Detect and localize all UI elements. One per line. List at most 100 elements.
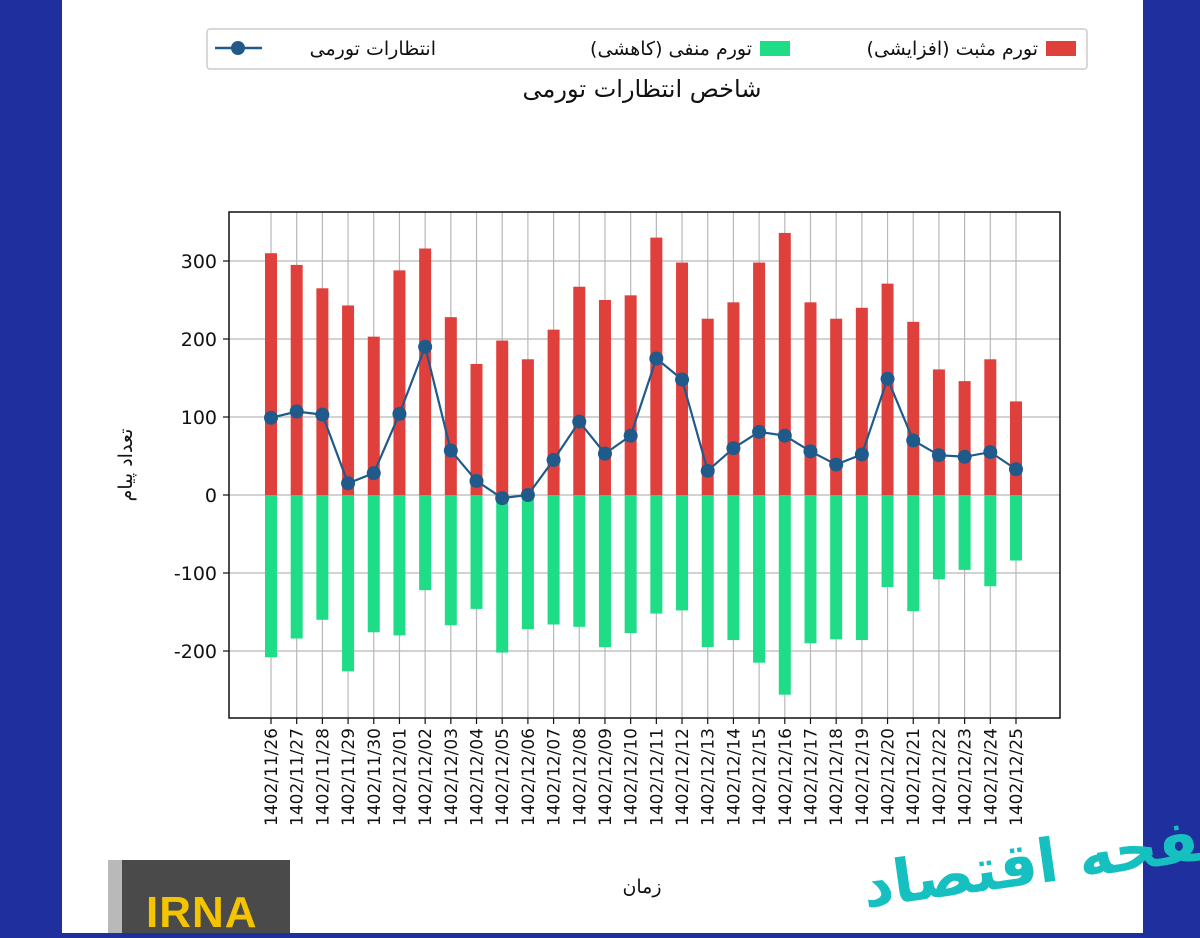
bar-positive: [701, 318, 714, 495]
bar-negative: [367, 495, 380, 633]
expectation-point: [829, 457, 844, 472]
bar-positive: [316, 288, 329, 495]
expectation-point: [597, 446, 612, 461]
bar-negative: [419, 495, 432, 591]
expectation-point: [315, 407, 330, 422]
x-tick-label: 1402/12/07: [545, 728, 565, 826]
bar-negative: [444, 495, 457, 626]
expectation-point: [264, 410, 278, 425]
expectation-point: [803, 444, 818, 459]
bar-positive: [804, 302, 817, 495]
bar-negative: [1010, 495, 1022, 561]
expectation-point: [880, 371, 895, 386]
expectation-point: [623, 428, 638, 443]
y-tick-label: -100: [174, 563, 217, 585]
legend-swatch-negative: [760, 41, 790, 56]
y-axis-ticks: -200 -100 0 100 200 300: [174, 251, 229, 663]
expectation-point: [546, 452, 561, 467]
x-tick-label: 1402/12/01: [390, 728, 410, 826]
expectation-point: [675, 372, 690, 387]
y-tick-label: 100: [181, 407, 217, 429]
expectation-point: [777, 428, 792, 443]
bar-positive: [830, 318, 843, 495]
bar-negative: [265, 495, 277, 658]
expectation-point: [752, 424, 767, 439]
bar-positive: [367, 336, 380, 495]
bar-negative: [496, 495, 509, 653]
x-tick-label: 1402/12/06: [519, 728, 539, 826]
bar-negative: [573, 495, 586, 627]
expectation-point: [341, 476, 356, 491]
bar-positive: [778, 232, 791, 496]
bar-positive: [573, 286, 586, 495]
bar-positive: [1010, 401, 1022, 495]
expectation-point: [392, 406, 407, 421]
bar-negative: [753, 495, 766, 663]
irna-logo: [108, 860, 290, 933]
expectation-point: [418, 339, 433, 354]
x-tick-label: 1402/12/21: [904, 728, 924, 826]
bar-positive: [419, 248, 432, 495]
bar-positive: [624, 295, 637, 495]
bar-positive: [496, 340, 509, 495]
expectation-point: [520, 488, 535, 502]
x-tick-label: 1402/12/17: [801, 728, 821, 826]
bar-negative: [958, 495, 971, 570]
plot-border: [228, 211, 1061, 719]
y-tick-label: 0: [205, 485, 217, 507]
bar-negative: [598, 495, 611, 648]
bar-positive: [444, 317, 457, 495]
y-tick-label: 300: [181, 251, 217, 273]
bar-positive: [393, 270, 406, 495]
legend-swatch-marker: [231, 41, 245, 55]
x-tick-label: 1402/12/12: [673, 728, 693, 826]
x-tick-label: 1402/12/18: [827, 728, 847, 826]
bar-negative: [521, 495, 534, 630]
bar-negative: [342, 495, 355, 672]
x-tick-label: 1402/12/16: [776, 728, 796, 826]
bar-positive: [598, 300, 611, 495]
bar-positive: [855, 307, 868, 495]
legend-label-line: انتظارات تورمی: [310, 38, 436, 60]
bar-positive: [650, 237, 663, 495]
expectation-point: [726, 441, 741, 456]
x-tick-label: 1402/12/14: [724, 728, 744, 826]
x-tick-label: 1402/12/05: [493, 728, 513, 826]
x-tick-label: 1402/12/13: [699, 728, 719, 826]
x-tick-label: 1402/12/11: [647, 728, 667, 826]
expectation-point: [289, 404, 304, 419]
bar-negative: [624, 495, 637, 634]
bar-negative: [727, 495, 740, 641]
bar-negative: [676, 495, 689, 611]
bar-negative: [316, 495, 329, 620]
bar-negative: [804, 495, 817, 644]
bar-negative: [701, 495, 714, 648]
x-tick-label: 1402/12/22: [930, 728, 950, 826]
expectation-point: [572, 414, 587, 429]
x-axis-ticks: 1402/11/26 1402/11/27 1402/11/28 1402/11/29…: [262, 718, 1027, 826]
expectation-point: [366, 466, 381, 481]
expectation-point: [931, 448, 946, 463]
bar-negative: [932, 495, 945, 580]
expectation-point: [854, 447, 869, 462]
x-tick-label: 1402/12/20: [879, 728, 899, 826]
x-tick-label: 1402/12/02: [416, 728, 436, 826]
x-tick-label: 1402/12/04: [468, 728, 488, 826]
bar-positive: [727, 302, 740, 495]
legend-label-positive: تورم مثبت (افزایشی): [867, 38, 1038, 60]
chart-title: شاخص انتظارات تورمی: [523, 75, 762, 103]
x-tick-label: 1402/11/30: [365, 728, 385, 826]
x-tick-label: 1402/12/24: [981, 728, 1001, 826]
bar-negative: [393, 495, 406, 636]
bar-positive: [290, 264, 303, 495]
x-axis-label: زمان: [622, 876, 661, 898]
expectation-point: [906, 433, 921, 448]
bar-positive: [932, 369, 945, 495]
expectation-line-path: [270, 343, 1017, 500]
x-tick-label: 1402/12/23: [956, 728, 976, 826]
bar-positive: [881, 283, 894, 495]
expectation-point: [469, 473, 484, 488]
bar-positive: [547, 329, 560, 495]
bar-negative: [650, 495, 663, 614]
